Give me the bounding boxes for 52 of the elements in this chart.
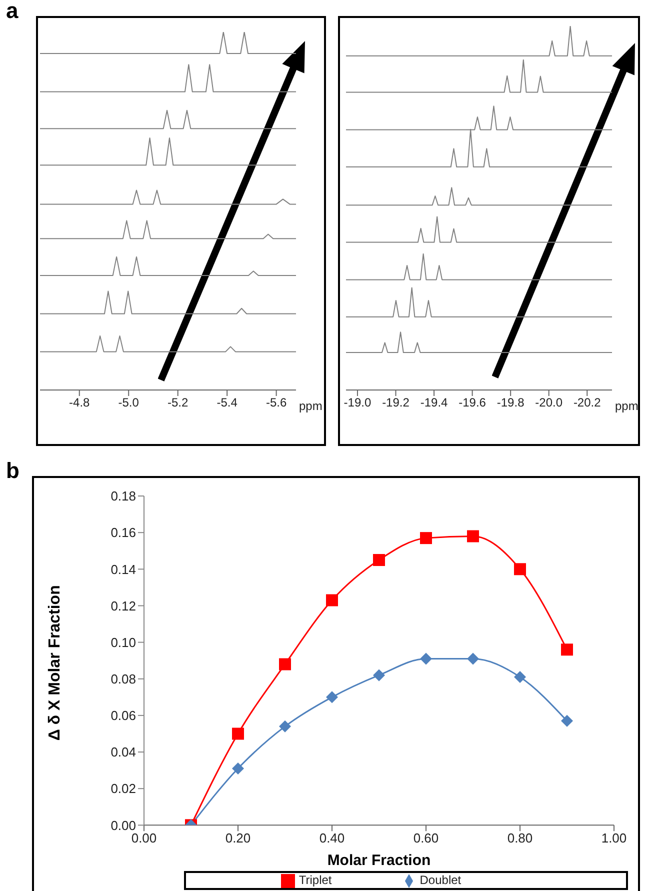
point xyxy=(420,652,432,665)
x-axis-title: ppm xyxy=(615,399,638,413)
y-axis-title: Δ δ X Molar Fraction xyxy=(46,585,64,741)
y-tick-label: 0.14 xyxy=(110,562,136,577)
point xyxy=(467,652,479,665)
x-tick-label: -19.2 xyxy=(382,396,410,410)
y-tick-label: 0.08 xyxy=(110,671,136,686)
x-tick-label: -5.0 xyxy=(118,396,140,410)
y-tick-label: 0.12 xyxy=(110,598,136,614)
x-tick-label: -5.6 xyxy=(266,396,287,410)
x-tick-label: -20.2 xyxy=(573,396,602,410)
y-tick-label: 0.02 xyxy=(110,781,136,796)
y-tick-label: 0.18 xyxy=(110,488,136,504)
x-tick-label: 0.00 xyxy=(131,830,157,846)
point xyxy=(373,669,385,682)
y-tick-label: 0.06 xyxy=(110,708,136,724)
point xyxy=(279,658,291,670)
x-tick-label: -19.8 xyxy=(496,396,525,410)
x-axis-title: ppm xyxy=(299,399,322,413)
legend-label: Triplet xyxy=(298,873,332,888)
x-tick-label: 1.00 xyxy=(601,830,627,846)
y-tick-label: 0.00 xyxy=(110,818,136,833)
point xyxy=(232,728,244,740)
point xyxy=(279,720,291,732)
y-tick-label: 0.10 xyxy=(110,634,136,650)
chart-title: a xyxy=(6,0,18,24)
x-tick-label: -4.8 xyxy=(69,396,90,410)
point xyxy=(561,714,573,727)
x-tick-label: -19.6 xyxy=(458,396,486,410)
x-tick-label: 0.80 xyxy=(507,830,533,846)
x-tick-label: 0.40 xyxy=(319,830,345,846)
y-tick-label: 0.04 xyxy=(110,744,136,760)
x-tick-label: -19.4 xyxy=(420,396,448,410)
x-tick-label: -19.0 xyxy=(344,396,372,410)
point xyxy=(561,644,573,656)
x-tick-label: -20.0 xyxy=(535,396,563,410)
y-tick-label: 0.16 xyxy=(110,525,136,540)
point xyxy=(232,762,244,774)
point xyxy=(420,532,432,544)
x-tick-label: 0.20 xyxy=(225,830,251,846)
point xyxy=(326,691,338,704)
legend-label: Doublet xyxy=(420,873,462,888)
x-tick-label: -5.4 xyxy=(216,396,238,410)
chart-title: b xyxy=(6,458,20,484)
point xyxy=(373,554,385,566)
x-tick-label: 0.60 xyxy=(413,830,439,846)
point xyxy=(514,563,526,576)
x-axis-title: Molar Fraction xyxy=(327,852,431,870)
point xyxy=(467,530,479,542)
x-tick-label: -5.2 xyxy=(168,396,189,410)
point xyxy=(326,594,338,606)
point xyxy=(514,671,526,684)
